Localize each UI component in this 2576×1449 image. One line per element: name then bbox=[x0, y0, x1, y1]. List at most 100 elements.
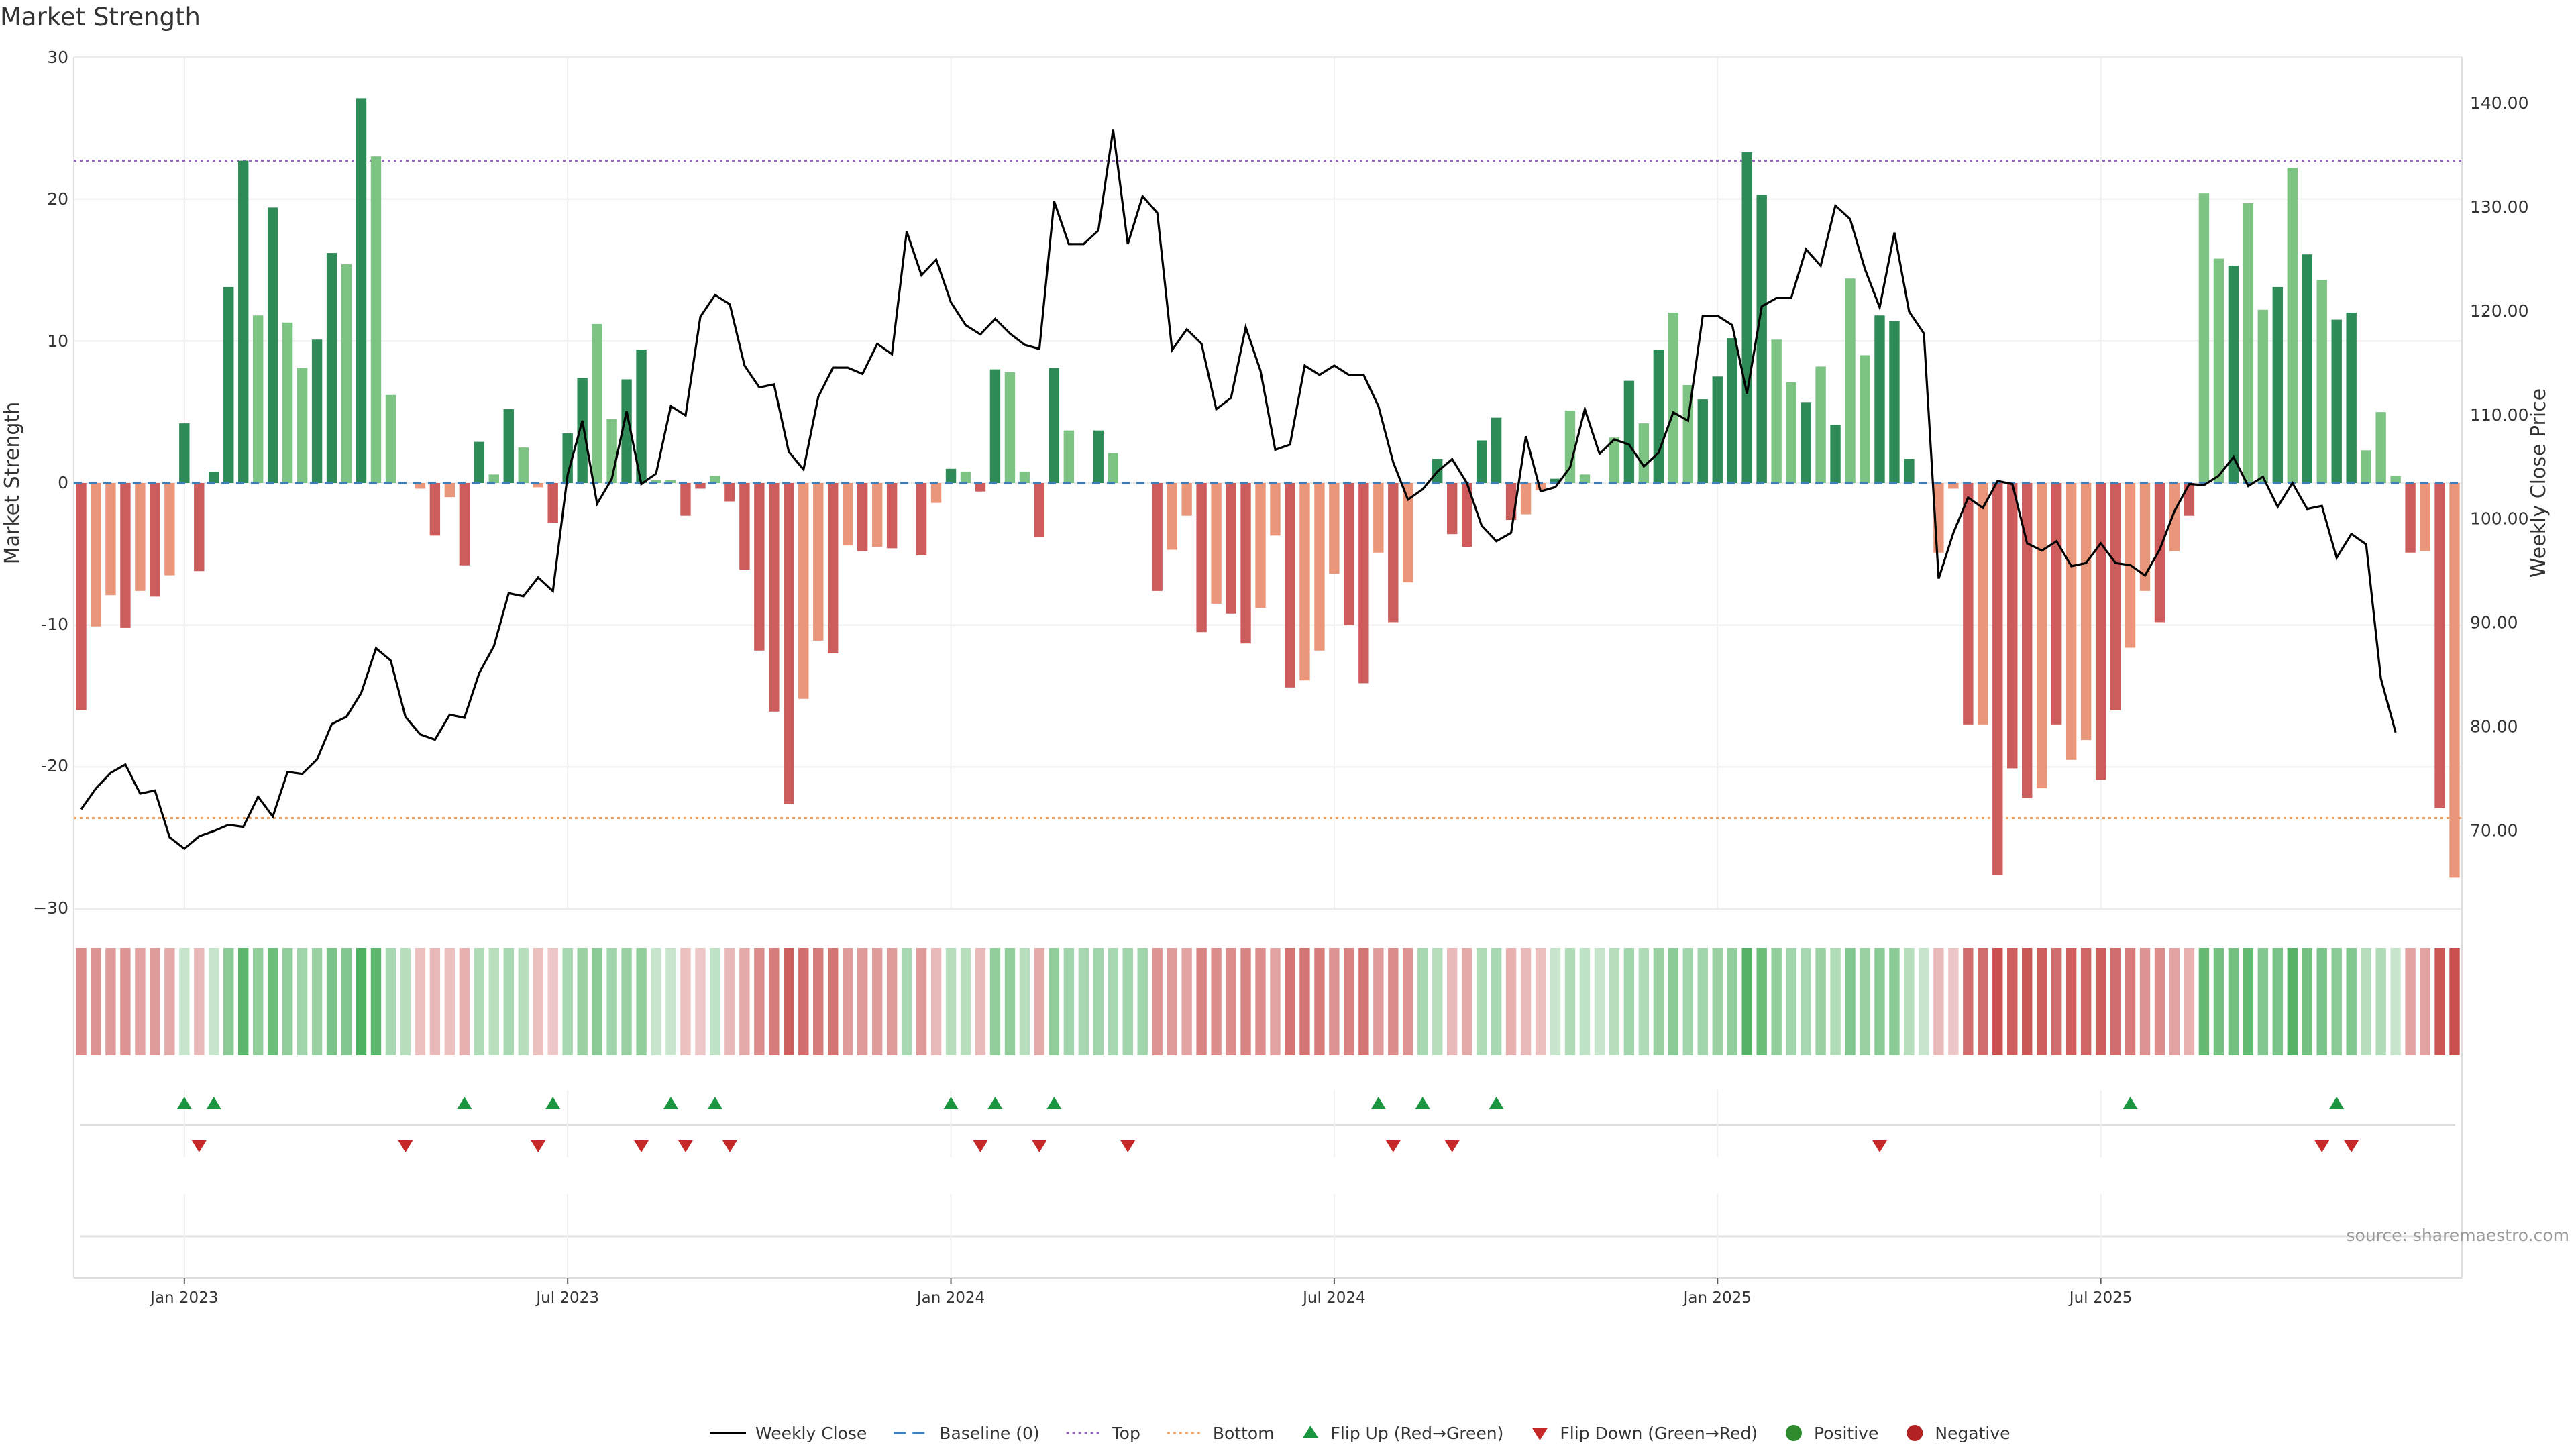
y-tick-neg30: −30 bbox=[33, 898, 68, 918]
heat-cell bbox=[651, 948, 661, 1055]
strength-bar bbox=[1403, 483, 1413, 583]
x-tick-label: Jan 2025 bbox=[1682, 1289, 1752, 1307]
heat-cell bbox=[135, 948, 146, 1055]
flip-up-marker bbox=[176, 1097, 192, 1109]
strength-bar bbox=[1520, 483, 1532, 515]
heat-cell bbox=[1403, 948, 1413, 1055]
strength-bar bbox=[2243, 203, 2254, 483]
heat-cell bbox=[1461, 948, 1472, 1055]
flip-down-marker bbox=[2344, 1140, 2359, 1152]
heat-cell bbox=[813, 948, 824, 1055]
strength-bar bbox=[1623, 380, 1635, 483]
x-tick-label: Jul 2023 bbox=[535, 1289, 599, 1307]
heat-cell bbox=[2287, 948, 2298, 1055]
strength-bar bbox=[2331, 319, 2342, 483]
x-axis-ticks: Jan 2023 Jul 2023 Jan 2024 Jul 2024 Jan 2025… bbox=[149, 1278, 2132, 1307]
heat-cell bbox=[1579, 948, 1591, 1055]
strength-bar bbox=[2007, 483, 2018, 769]
strength-bar bbox=[1034, 483, 1045, 537]
y-tick-10: 10 bbox=[47, 331, 68, 351]
strength-bar bbox=[636, 350, 647, 483]
heat-cell bbox=[429, 948, 441, 1055]
x-tick-label: Jan 2024 bbox=[916, 1289, 985, 1307]
x-tick-label: Jul 2024 bbox=[1301, 1289, 1366, 1307]
strength-bar bbox=[621, 379, 632, 483]
flip-up-marker bbox=[545, 1097, 561, 1109]
strength-bar bbox=[1904, 459, 1915, 483]
weekly-close-line bbox=[80, 129, 2397, 851]
strength-bar bbox=[1963, 483, 1974, 724]
heat-cell bbox=[459, 948, 470, 1055]
flip-down-marker bbox=[634, 1140, 649, 1152]
strength-bar bbox=[179, 423, 190, 483]
heat-cell bbox=[474, 948, 485, 1055]
strength-bar bbox=[1756, 195, 1767, 483]
legend-label: Flip Down (Green→Red) bbox=[1560, 1424, 1758, 1443]
strength-bar bbox=[1049, 368, 1060, 483]
heat-cell bbox=[311, 948, 323, 1055]
strength-bar bbox=[429, 483, 441, 536]
strength-bar bbox=[2154, 483, 2165, 623]
flip-down-marker bbox=[191, 1140, 207, 1152]
heat-cell bbox=[1505, 948, 1517, 1055]
heat-cell bbox=[1063, 948, 1075, 1055]
legend-item: Baseline (0) bbox=[894, 1424, 1040, 1443]
strength-bar bbox=[1697, 399, 1708, 483]
heat-cell bbox=[1638, 948, 1650, 1055]
y-tick-neg20: -20 bbox=[41, 756, 68, 775]
strength-bar bbox=[2022, 483, 2033, 798]
heat-cell bbox=[2007, 948, 2018, 1055]
strength-bar bbox=[813, 483, 824, 641]
strength-bar bbox=[1285, 483, 1295, 688]
heat-cell bbox=[1373, 948, 1384, 1055]
heat-cell bbox=[2257, 948, 2269, 1055]
heat-cell bbox=[1815, 948, 1826, 1055]
strength-bar bbox=[1329, 483, 1340, 574]
strength-bar bbox=[253, 315, 264, 483]
heat-cell bbox=[1756, 948, 1767, 1055]
strength-bar bbox=[1226, 483, 1236, 614]
heat-cell bbox=[1122, 948, 1133, 1055]
heat-cell bbox=[1520, 948, 1532, 1055]
heat-cell bbox=[562, 948, 573, 1055]
heat-cell bbox=[1196, 948, 1207, 1055]
heat-cell bbox=[724, 948, 735, 1055]
strength-bar bbox=[975, 483, 986, 492]
strength-bar bbox=[356, 98, 367, 484]
heat-cell bbox=[871, 948, 883, 1055]
strength-bar bbox=[2257, 309, 2269, 483]
heat-cell bbox=[1609, 948, 1620, 1055]
heat-cell bbox=[975, 948, 986, 1055]
strength-bar bbox=[135, 483, 146, 591]
y2-tick: 90.00 bbox=[2470, 613, 2518, 633]
heat-cell bbox=[2390, 948, 2401, 1055]
strength-bar bbox=[1889, 321, 1900, 483]
strength-bar bbox=[297, 368, 308, 483]
heat-cell bbox=[282, 948, 293, 1055]
strength-bar bbox=[194, 483, 205, 572]
heat-cell bbox=[297, 948, 308, 1055]
strength-bar bbox=[1491, 417, 1502, 483]
x-tick-label: Jul 2025 bbox=[2068, 1289, 2133, 1307]
strength-bar bbox=[754, 483, 765, 651]
strength-heat-strip bbox=[76, 948, 2460, 1055]
heat-cell bbox=[1682, 948, 1693, 1055]
strength-bar bbox=[1727, 338, 1737, 483]
strength-bar bbox=[592, 323, 602, 483]
strength-bar bbox=[724, 483, 735, 502]
strength-bar bbox=[2080, 483, 2092, 741]
heat-cell bbox=[1476, 948, 1487, 1055]
strength-bar bbox=[1712, 376, 1723, 483]
legend-label: Flip Up (Red→Green) bbox=[1331, 1424, 1504, 1443]
heat-cell bbox=[2302, 948, 2312, 1055]
strength-bar bbox=[518, 447, 529, 483]
heat-cell bbox=[1727, 948, 1737, 1055]
strength-bar bbox=[916, 483, 927, 555]
flip-down-marker bbox=[722, 1140, 737, 1152]
heat-cell bbox=[2434, 948, 2445, 1055]
heat-cell bbox=[1564, 948, 1576, 1055]
strength-bar bbox=[2316, 280, 2327, 483]
strength-bar bbox=[1447, 483, 1458, 535]
strength-bar bbox=[1550, 478, 1561, 483]
y2-tick: 140.00 bbox=[2470, 93, 2528, 113]
